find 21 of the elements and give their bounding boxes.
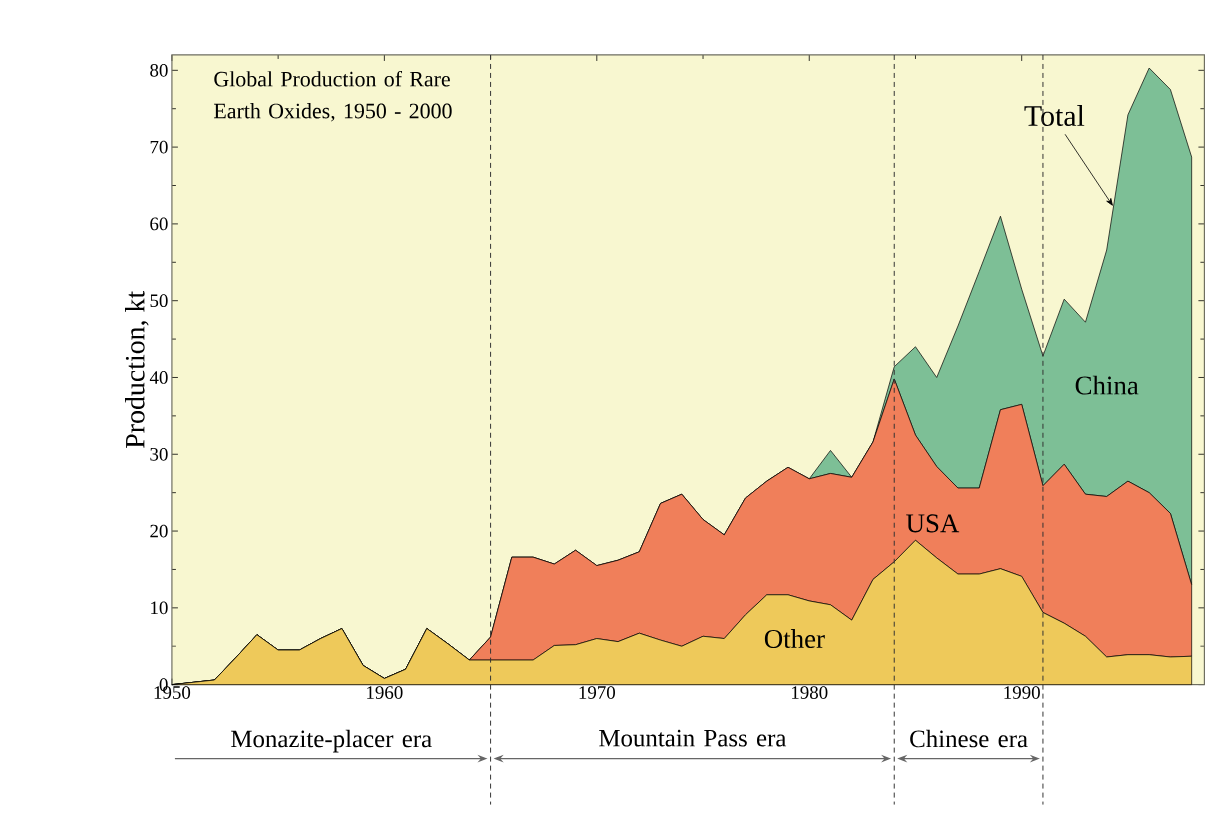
y-tick-label: 20	[150, 524, 168, 538]
text: Global Production of Rare Earth Oxides, 1950 - 2000	[214, 71, 452, 122]
x-tick-label: 1960	[367, 686, 403, 700]
y-tick-label: 70	[150, 140, 168, 154]
annotation: Total	[1024, 105, 1085, 127]
y-tick-label: 10	[151, 601, 168, 615]
x-tick-label: 1980	[791, 686, 828, 700]
series-label: USA	[906, 514, 960, 533]
text: Mountain Pass era	[599, 730, 787, 747]
y-tick-label: 30	[150, 448, 168, 461]
x-tick-label: 1970	[579, 686, 615, 700]
text: Chinese era	[910, 730, 1028, 748]
legend-label: China	[1075, 375, 1139, 395]
y-tick-label: 50	[150, 294, 168, 308]
y-tick-label: 80	[150, 64, 168, 77]
series-label: Other	[764, 629, 825, 649]
x-tick-label: 1990	[1004, 686, 1040, 700]
text: Monazite-placer era	[231, 730, 432, 753]
y-tick-label: 60	[150, 217, 168, 231]
y-axis-title: Production, kt	[125, 291, 149, 449]
y-tick-label: 40	[149, 371, 168, 385]
